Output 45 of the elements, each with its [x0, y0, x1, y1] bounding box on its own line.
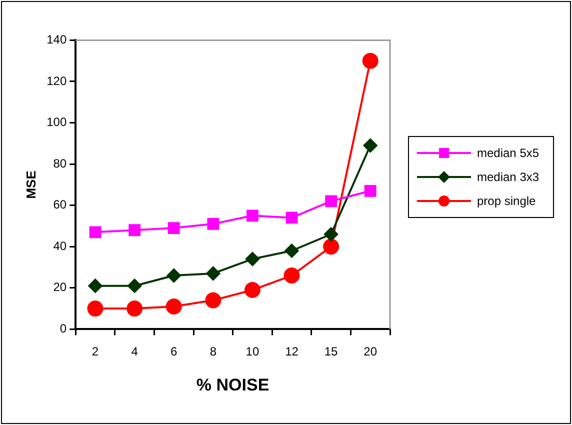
- x-tick-label: 4: [131, 344, 138, 359]
- point: [166, 268, 181, 283]
- point: [284, 244, 299, 258]
- legend-label: prop single: [477, 194, 536, 208]
- x-tick-label: 15: [324, 344, 338, 359]
- point: [168, 222, 180, 234]
- legend-label: median 3x3: [477, 170, 540, 184]
- x-tick-label: 2: [92, 344, 99, 359]
- y-tick-label: 120: [46, 74, 67, 88]
- point: [166, 298, 182, 314]
- y-tick-label: 140: [46, 32, 67, 47]
- point: [364, 184, 376, 197]
- point: [207, 218, 220, 230]
- point: [128, 224, 141, 236]
- y-tick-label: 100: [46, 115, 67, 130]
- y-axis-title: MSE: [23, 170, 38, 199]
- point: [284, 268, 300, 284]
- point: [128, 278, 142, 293]
- x-tick-label: 6: [170, 344, 178, 359]
- legend-label: median 5x5: [477, 146, 540, 160]
- point: [88, 278, 102, 293]
- y-tick-label: 40: [53, 238, 67, 253]
- point: [362, 52, 378, 69]
- point: [89, 226, 102, 238]
- point: [324, 227, 338, 242]
- point: [205, 292, 222, 308]
- point: [206, 266, 220, 280]
- y-tick-label: 60: [53, 198, 67, 212]
- point: [286, 212, 298, 224]
- y-tick-label: 0: [60, 322, 67, 336]
- point: [245, 252, 260, 266]
- y-tick-label: 20: [53, 280, 67, 294]
- point: [323, 238, 340, 255]
- y-tick-label: 80: [53, 156, 67, 170]
- x-tick-label: 8: [210, 344, 217, 359]
- point: [244, 282, 260, 298]
- point: [363, 138, 378, 152]
- point: [325, 195, 338, 208]
- point: [87, 300, 104, 317]
- point: [126, 300, 143, 317]
- x-axis-title: % NOISE: [196, 375, 270, 394]
- x-tick-label: 12: [285, 344, 299, 359]
- x-tick-label: 10: [246, 344, 260, 359]
- x-tick-label: 20: [364, 344, 378, 359]
- point: [246, 210, 258, 222]
